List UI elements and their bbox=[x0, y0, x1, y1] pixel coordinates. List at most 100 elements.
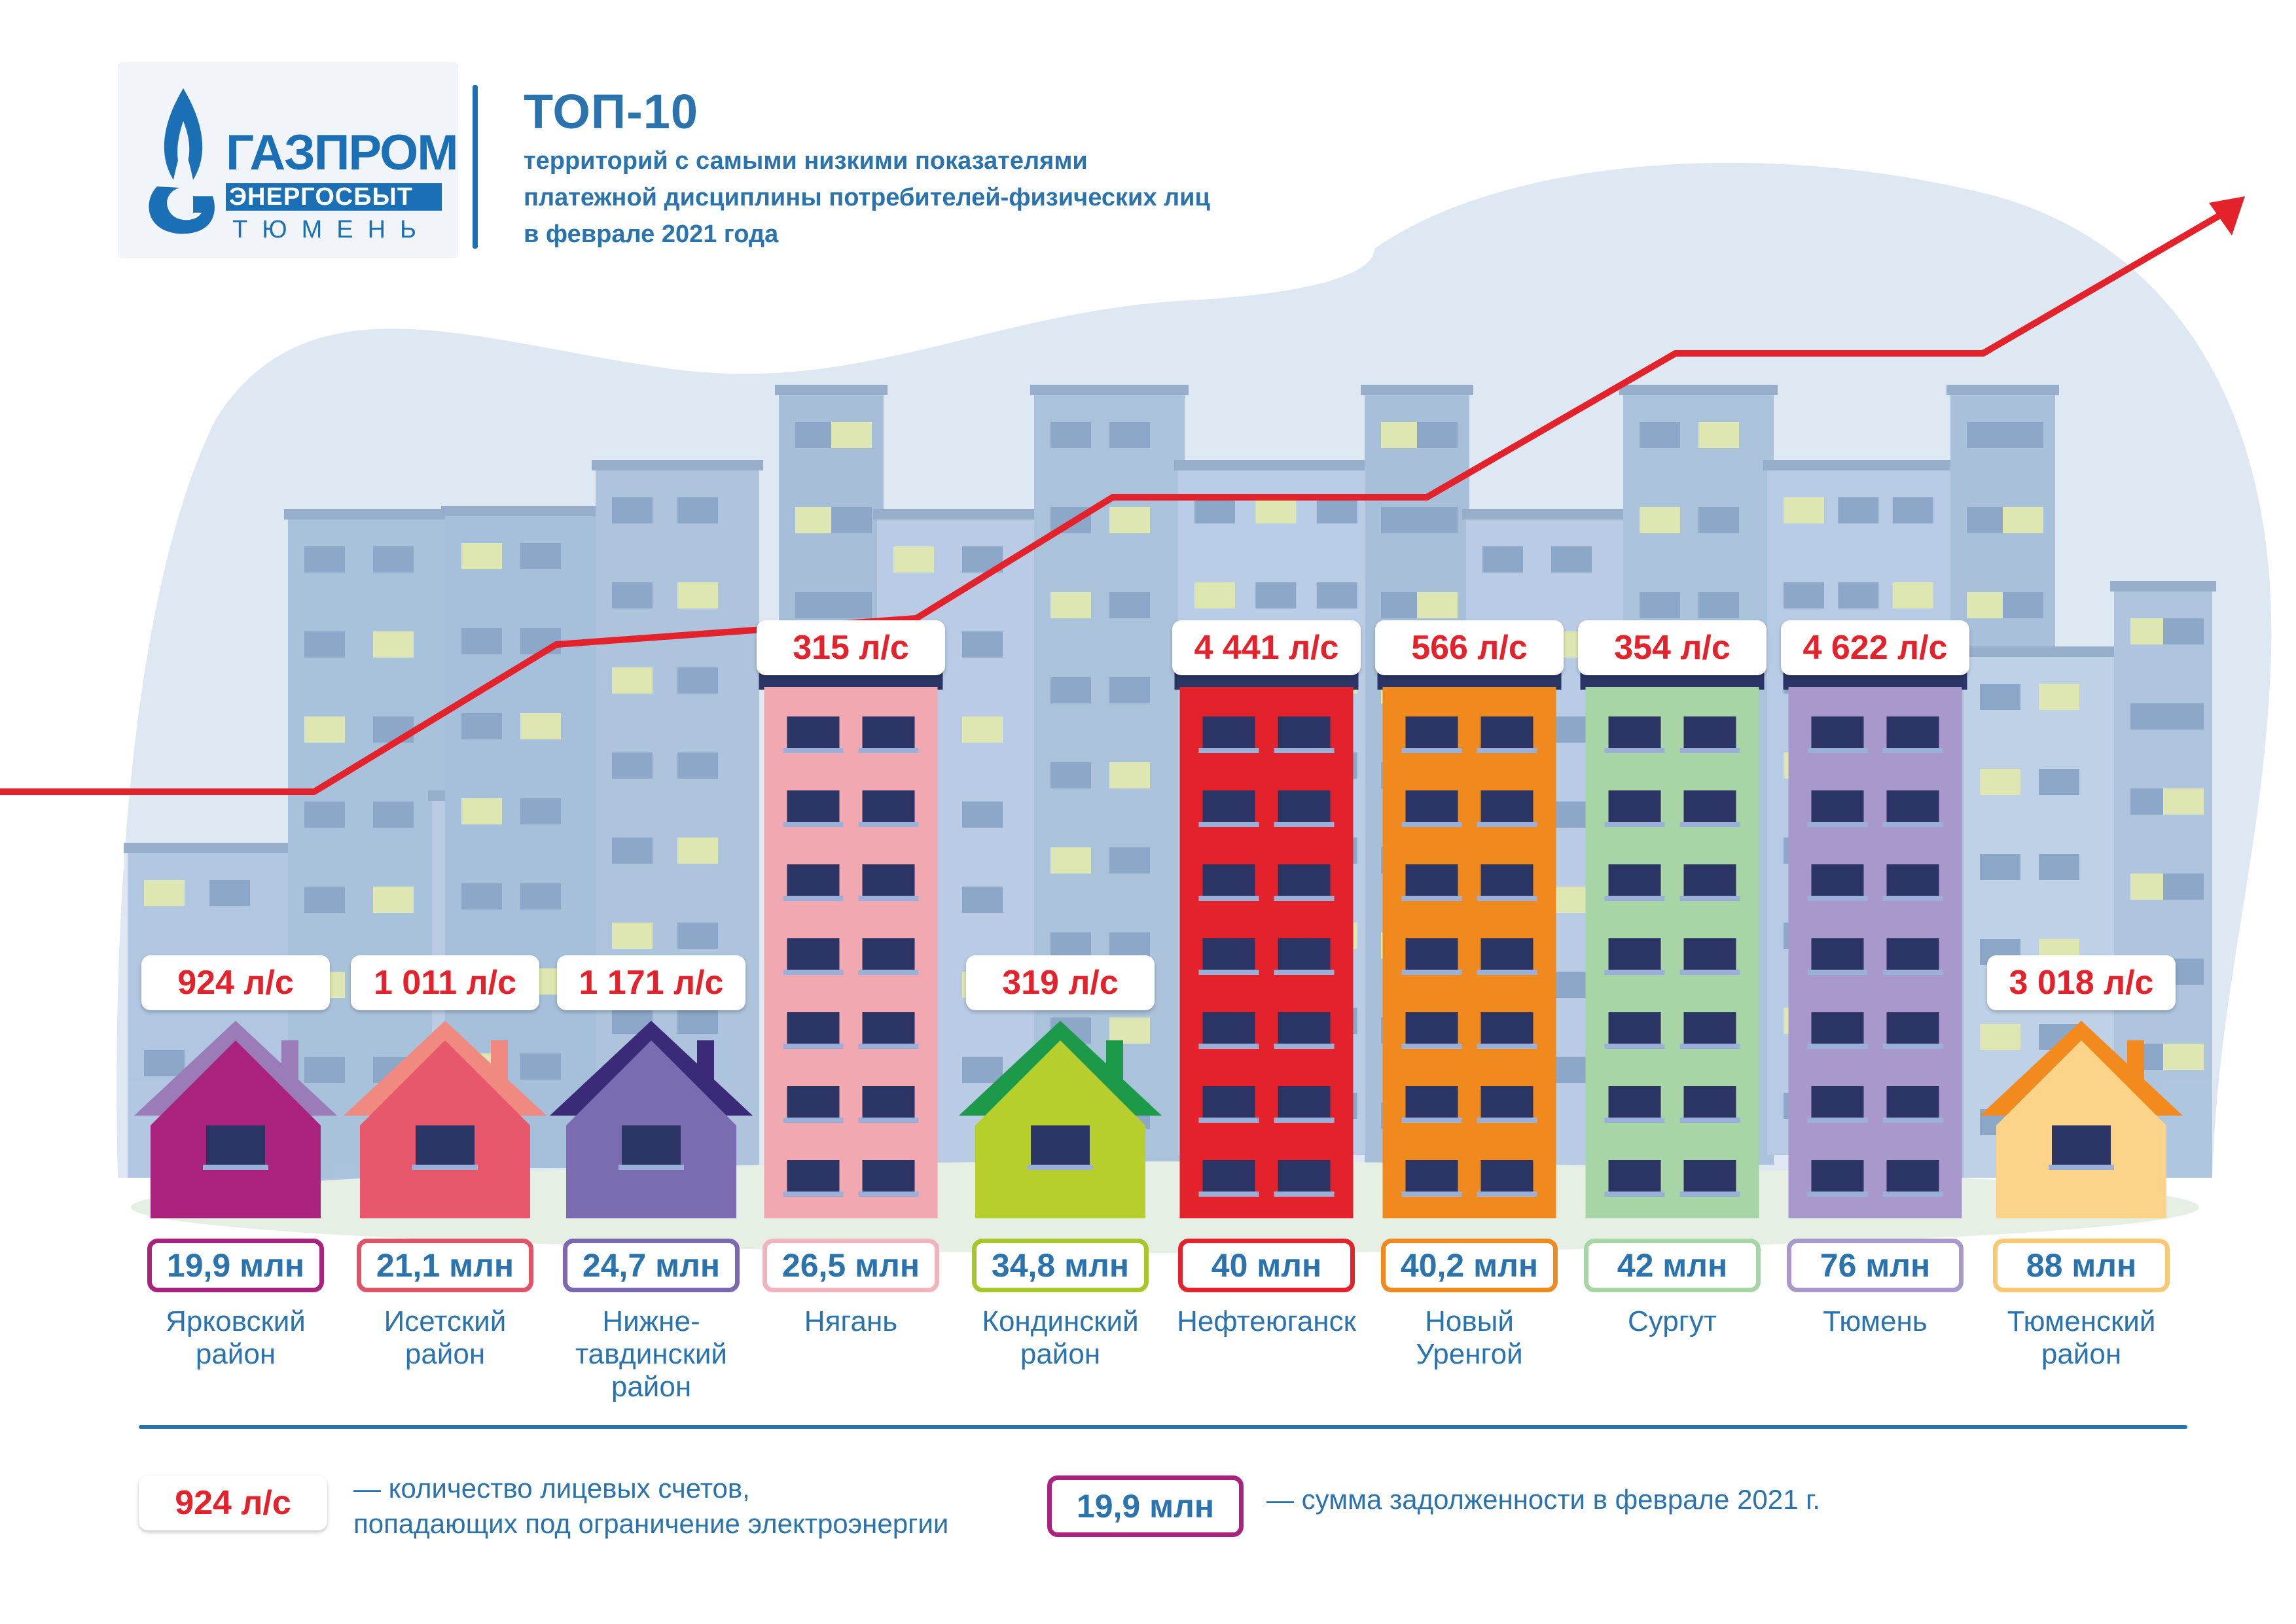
territory-caption: Исетский район bbox=[384, 1305, 507, 1370]
background-window bbox=[520, 543, 561, 569]
background-window bbox=[1050, 762, 1091, 788]
tower-window bbox=[1811, 1086, 1864, 1119]
tower-window-sill bbox=[1274, 1192, 1335, 1197]
house-chimney bbox=[281, 1040, 298, 1080]
background-window bbox=[893, 546, 934, 573]
background-window bbox=[1194, 582, 1235, 609]
growth-arrow-line bbox=[0, 213, 2221, 795]
background-window bbox=[2003, 592, 2043, 618]
background-window bbox=[461, 713, 502, 739]
tower-window-sill bbox=[1882, 748, 1943, 753]
tower-window-sill bbox=[1882, 970, 1943, 975]
debt-label: 24,7 млн bbox=[563, 1239, 740, 1292]
background-window bbox=[1050, 592, 1091, 618]
tower-window-sill bbox=[783, 748, 844, 753]
tower-window bbox=[1480, 1160, 1534, 1193]
tower-window bbox=[1405, 716, 1458, 749]
tower-window bbox=[1202, 1086, 1255, 1119]
accounts-label: 354 л/с bbox=[1578, 620, 1767, 675]
background-window bbox=[1892, 582, 1933, 609]
tower-window bbox=[1278, 1012, 1331, 1045]
tower-roof bbox=[1174, 673, 1359, 690]
background-window bbox=[304, 631, 345, 658]
tower-window bbox=[1480, 790, 1534, 823]
tower-window bbox=[1480, 1012, 1534, 1045]
tower-window bbox=[1886, 790, 1939, 823]
background-window bbox=[677, 497, 718, 523]
background-window bbox=[461, 883, 502, 909]
tower-window-sill bbox=[1401, 970, 1462, 975]
background-window bbox=[1316, 497, 1357, 523]
background-window bbox=[795, 592, 836, 618]
tower-window-sill bbox=[783, 1044, 844, 1049]
subtitle-line: в феврале 2021 года bbox=[524, 221, 779, 248]
tower-window-sill bbox=[1882, 896, 1943, 901]
debt-label: 34,8 млн bbox=[972, 1239, 1149, 1292]
tower-roof bbox=[1580, 673, 1765, 690]
logo-line2: ЭНЕРГОСБЫТ bbox=[229, 183, 413, 211]
tower-window bbox=[1886, 938, 1939, 971]
house-window-sill bbox=[2049, 1165, 2114, 1170]
background-window bbox=[677, 752, 718, 779]
tower-window-sill bbox=[1604, 1044, 1665, 1049]
tower-window-sill bbox=[1807, 822, 1868, 827]
background-window bbox=[962, 631, 1003, 658]
tower-window bbox=[1608, 1012, 1661, 1045]
tower-window-sill bbox=[1882, 1192, 1943, 1197]
house-chimney bbox=[697, 1040, 714, 1080]
background-window bbox=[1381, 592, 1422, 618]
tower-window-sill bbox=[858, 970, 919, 975]
house-chimney bbox=[491, 1040, 508, 1080]
background-window bbox=[461, 628, 502, 654]
tower-window-sill bbox=[1401, 822, 1462, 827]
background-window bbox=[1784, 582, 1824, 609]
background-building-roof bbox=[1619, 385, 1778, 395]
background-window bbox=[1967, 592, 2007, 618]
background-window bbox=[144, 880, 185, 906]
background-window bbox=[520, 713, 561, 739]
tower-window bbox=[1683, 938, 1736, 971]
tower-window-sill bbox=[1477, 1192, 1537, 1197]
background-building-roof bbox=[1462, 509, 1640, 520]
tower-window-sill bbox=[1604, 822, 1665, 827]
background-window bbox=[520, 628, 561, 654]
background-window bbox=[1980, 769, 2020, 795]
debt-label: 26,5 млн bbox=[762, 1239, 939, 1292]
house-window bbox=[416, 1125, 475, 1166]
tower-window-sill bbox=[858, 1192, 919, 1197]
page-title: ТОП-10 bbox=[524, 84, 699, 139]
background-window bbox=[1109, 1017, 1150, 1044]
background-building-roof bbox=[284, 509, 462, 520]
background-window bbox=[1050, 847, 1091, 874]
background-window bbox=[373, 631, 414, 658]
tower-window bbox=[1811, 1012, 1864, 1045]
accounts-label: 3 018 л/с bbox=[1987, 955, 2176, 1010]
background-window bbox=[962, 887, 1003, 913]
tower-window bbox=[862, 938, 915, 971]
tower-window-sill bbox=[1679, 1118, 1740, 1123]
tower-window-sill bbox=[1274, 748, 1335, 753]
tower-window bbox=[787, 864, 840, 897]
background-building-roof bbox=[873, 509, 1051, 520]
background-building-roof bbox=[1946, 385, 2059, 395]
tower-window-sill bbox=[1679, 822, 1740, 827]
tower-window-sill bbox=[1198, 896, 1259, 901]
tower-roof bbox=[759, 673, 943, 690]
tower-window bbox=[1202, 864, 1255, 897]
background-window bbox=[304, 1057, 345, 1083]
background-window bbox=[1967, 507, 2007, 533]
tower-window bbox=[1480, 938, 1534, 971]
tower-window bbox=[1811, 716, 1864, 749]
tower-window-sill bbox=[1477, 896, 1537, 901]
background-window bbox=[612, 752, 653, 779]
debt-label: 40 млн bbox=[1178, 1239, 1355, 1292]
tower-window bbox=[1405, 1086, 1458, 1119]
header-divider bbox=[473, 85, 478, 249]
background-window bbox=[1551, 546, 1592, 573]
tower-window-sill bbox=[1198, 1044, 1259, 1049]
background-window bbox=[1698, 422, 1739, 448]
tower-window bbox=[1480, 864, 1534, 897]
tower-window-sill bbox=[1477, 1044, 1537, 1049]
tower-window-sill bbox=[858, 896, 919, 901]
